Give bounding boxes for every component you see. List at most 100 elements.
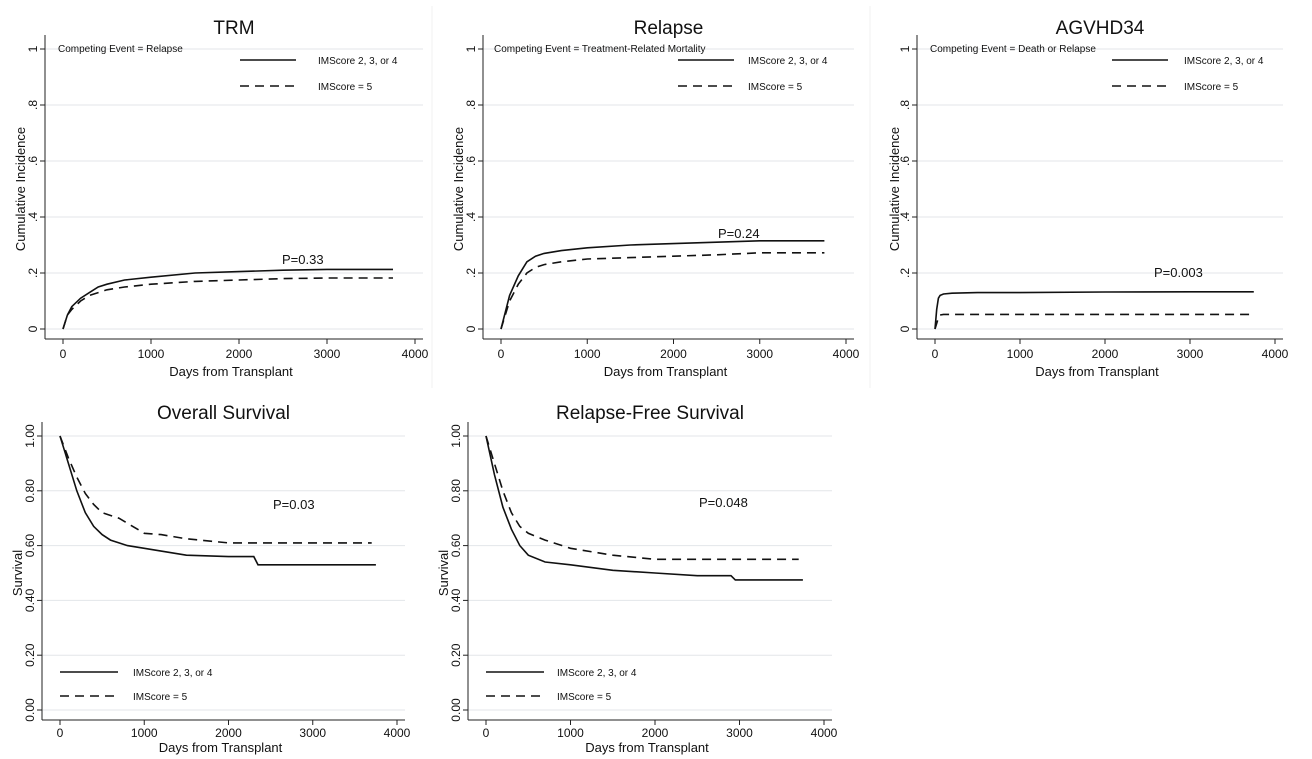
legend-label: IMScore 2, 3, or 4	[1184, 56, 1264, 67]
chart-panel-4: 0.00 0.20 0.40 0.60 0.80 1.00 0 1000 2000 3000 400…	[10, 403, 411, 755]
y-tick-label: 0.20	[23, 643, 37, 667]
series-line-imscore-2-3-4	[59, 435, 376, 566]
series-line-imscore-5	[934, 313, 1254, 330]
x-axis-label: Days from Transplant	[604, 364, 728, 379]
y-tick-label: 0.00	[23, 698, 37, 722]
y-tick-label: .6	[898, 156, 912, 166]
y-tick-label: 0	[898, 325, 912, 332]
x-tick-label: 0	[57, 726, 64, 740]
series-line-imscore-5	[59, 435, 372, 544]
legend-label: IMScore = 5	[318, 82, 373, 93]
p-value-annotation: P=0.03	[273, 497, 315, 512]
x-axis-label: Days from Transplant	[1035, 364, 1159, 379]
series-line-imscore-2-3-4	[500, 240, 825, 330]
y-tick-label: .4	[898, 212, 912, 222]
x-tick-label: 1000	[574, 347, 601, 361]
x-tick-label: 2000	[642, 726, 669, 740]
y-tick-label: 1	[26, 45, 40, 52]
x-tick-label: 2000	[1092, 347, 1119, 361]
competing-event-note: Competing Event = Relapse	[58, 44, 183, 55]
y-tick-label: 0	[464, 325, 478, 332]
y-tick-label: .8	[898, 100, 912, 110]
x-tick-label: 4000	[402, 347, 429, 361]
x-tick-label: 3000	[299, 726, 326, 740]
y-tick-label: 0.40	[23, 588, 37, 612]
x-tick-label: 2000	[660, 347, 687, 361]
y-axis-label: Cumulative Incidence	[451, 127, 466, 251]
chart-panel-2: 0 .2 .4 .6 .8 1 0 1000 2000 3000 4000 Relapse Days f…	[451, 6, 871, 388]
x-tick-label: 2000	[215, 726, 242, 740]
chart-title: Relapse-Free Survival	[556, 403, 744, 424]
y-tick-label: 1.00	[449, 424, 463, 448]
y-tick-label: 1	[898, 45, 912, 52]
chart-title: Relapse	[634, 18, 704, 39]
legend-label: IMScore 2, 3, or 4	[748, 56, 828, 67]
series-line-imscore-2-3-4	[485, 435, 803, 581]
legend-label: IMScore = 5	[133, 692, 188, 703]
y-tick-label: 0.80	[449, 479, 463, 503]
chart-title: TRM	[213, 18, 254, 39]
x-tick-label: 3000	[746, 347, 773, 361]
x-tick-label: 1000	[131, 726, 158, 740]
series-line-imscore-2-3-4	[62, 268, 393, 330]
y-tick-label: .2	[898, 268, 912, 278]
legend-label: IMScore = 5	[1184, 82, 1239, 93]
y-tick-label: .2	[464, 268, 478, 278]
x-tick-label: 3000	[726, 726, 753, 740]
y-tick-label: 1	[464, 45, 478, 52]
x-tick-label: 2000	[226, 347, 253, 361]
legend-label: IMScore 2, 3, or 4	[133, 668, 213, 679]
chart-panel-1: 0 .2 .4 .6 .8 1 0 1000 2000 3000 4000 TRM Days from …	[13, 6, 433, 388]
chart-panel-3: 0 .2 .4 .6 .8 1 0 1000 2000 3000 4000 AGVHD34 Days f…	[887, 18, 1289, 379]
p-value-annotation: P=0.003	[1154, 265, 1203, 280]
y-tick-label: .8	[464, 100, 478, 110]
x-tick-label: 4000	[384, 726, 411, 740]
x-axis-label: Days from Transplant	[169, 364, 293, 379]
y-tick-label: 0.20	[449, 643, 463, 667]
x-tick-label: 0	[60, 347, 67, 361]
x-tick-label: 1000	[138, 347, 165, 361]
y-tick-label: 0	[26, 325, 40, 332]
p-value-annotation: P=0.33	[282, 252, 324, 267]
series-line-imscore-5	[500, 252, 825, 330]
p-value-annotation: P=0.048	[699, 495, 748, 510]
series-line-imscore-5	[62, 277, 393, 330]
chart-title: AGVHD34	[1056, 18, 1145, 39]
legend-label: IMScore = 5	[748, 82, 803, 93]
y-tick-label: 0.00	[449, 698, 463, 722]
series-line-imscore-2-3-4	[934, 291, 1254, 330]
x-tick-label: 4000	[811, 726, 838, 740]
x-axis-label: Days from Transplant	[585, 740, 709, 755]
y-tick-label: .8	[26, 100, 40, 110]
y-tick-label: 0.60	[449, 534, 463, 558]
y-axis-label: Cumulative Incidence	[887, 127, 902, 251]
x-tick-label: 0	[932, 347, 939, 361]
legend-label: IMScore = 5	[557, 692, 612, 703]
y-tick-label: 0.80	[23, 479, 37, 503]
x-tick-label: 0	[498, 347, 505, 361]
x-tick-label: 3000	[314, 347, 341, 361]
x-tick-label: 1000	[557, 726, 584, 740]
y-tick-label: 1.00	[23, 424, 37, 448]
x-tick-label: 0	[483, 726, 490, 740]
y-tick-label: .4	[26, 212, 40, 222]
chart-panel-5: 0.00 0.20 0.40 0.60 0.80 1.00 0 1000 2000 3000 400…	[436, 403, 838, 755]
chart-title: Overall Survival	[157, 403, 290, 424]
x-tick-label: 4000	[833, 347, 860, 361]
y-axis-label: Cumulative Incidence	[13, 127, 28, 251]
y-axis-label: Survival	[436, 550, 451, 596]
x-tick-label: 1000	[1007, 347, 1034, 361]
y-tick-label: 0.40	[449, 588, 463, 612]
y-axis-label: Survival	[10, 550, 25, 596]
p-value-annotation: P=0.24	[718, 226, 760, 241]
y-tick-label: .6	[464, 156, 478, 166]
competing-event-note: Competing Event = Treatment-Related Mort…	[494, 44, 705, 55]
y-tick-label: 0.60	[23, 534, 37, 558]
legend-label: IMScore 2, 3, or 4	[318, 56, 398, 67]
x-tick-label: 4000	[1262, 347, 1289, 361]
competing-event-note: Competing Event = Death or Relapse	[930, 44, 1096, 55]
series-line-imscore-5	[485, 435, 799, 561]
y-tick-label: .2	[26, 268, 40, 278]
legend-label: IMScore 2, 3, or 4	[557, 668, 637, 679]
